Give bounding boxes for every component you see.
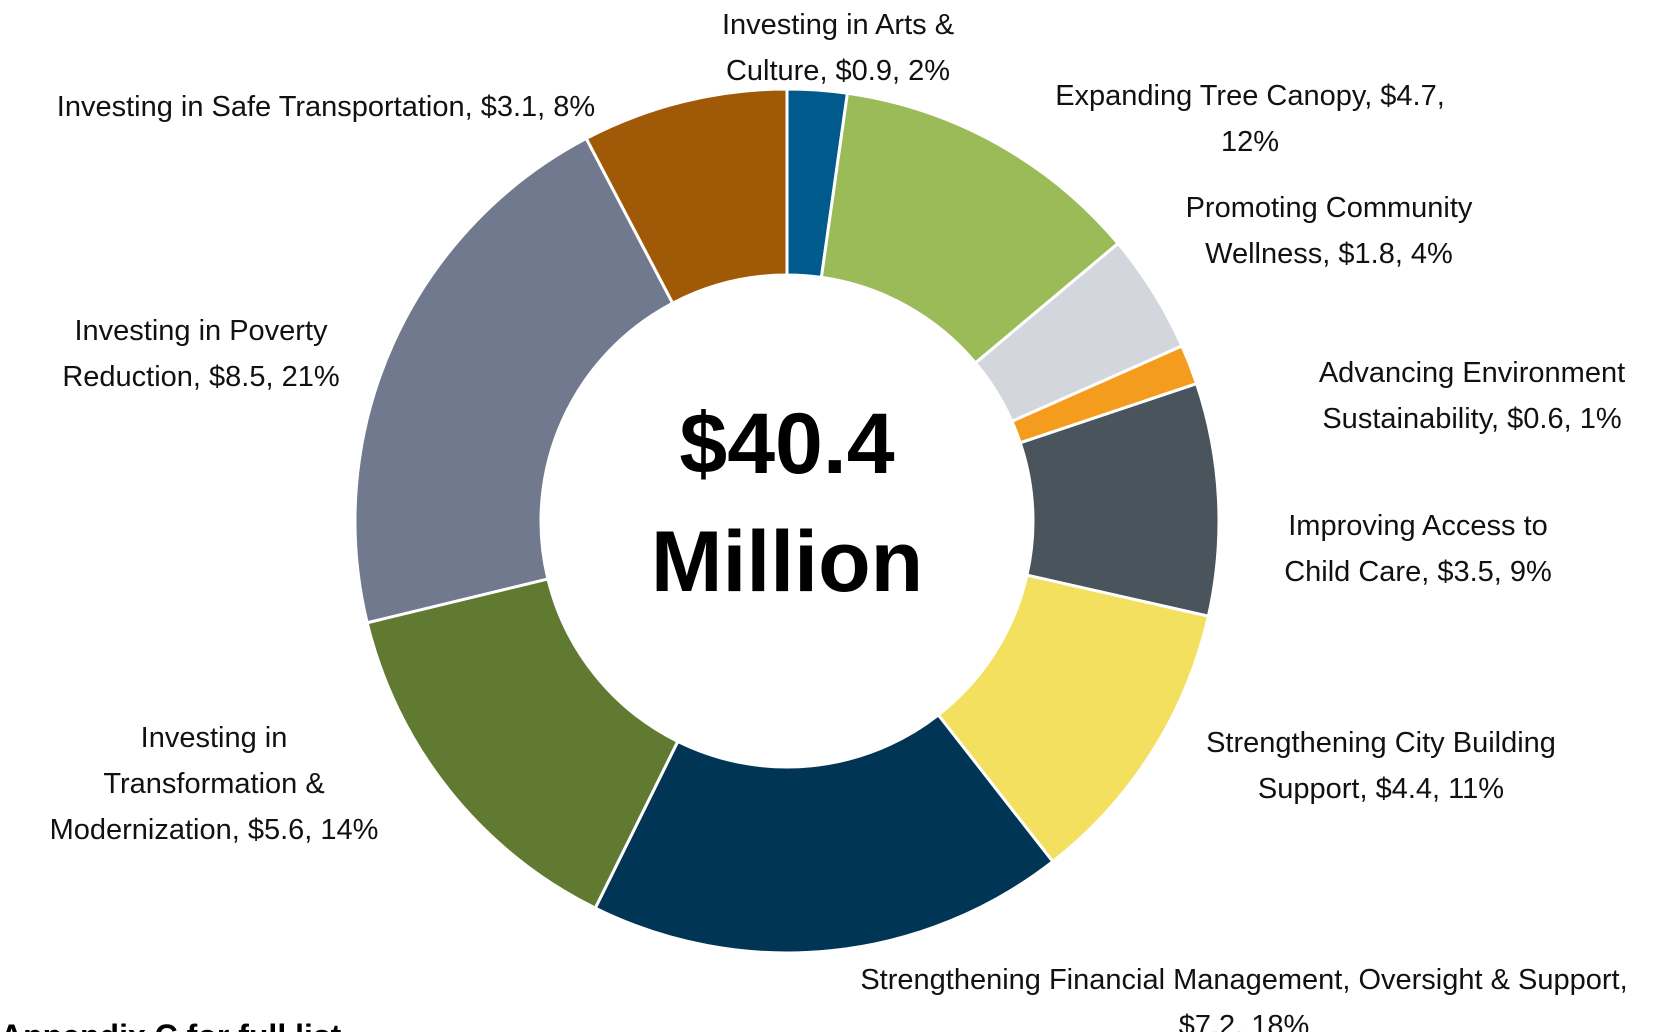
note: Appendix C for full list [0, 1018, 341, 1032]
data-label: Investing in Poverty Reduction, $8.5, 21… [62, 315, 340, 393]
data-label: Investing in Safe Transportation, $3.1, … [56, 91, 596, 123]
donut-segment [593, 712, 1055, 955]
data-label: Strengthening City Building Support, $4.… [1206, 727, 1556, 805]
data-label: Expanding Tree Canopy, $4.7, 12% [1055, 80, 1445, 158]
center-label: $40.4 Million [650, 396, 924, 610]
data-label: Investing in Arts & Culture, $0.9, 2% [721, 9, 955, 87]
data-label: Improving Access to Child Care, $3.5, 9% [1284, 510, 1552, 588]
donut-segment [353, 136, 675, 625]
data-label: Promoting Community Wellness, $1.8, 4% [1185, 192, 1473, 270]
data-label: Strengthening Financial Management, Over… [860, 964, 1628, 1032]
data-label: Investing in Transformation & Modernizat… [49, 722, 379, 846]
donut-segment [365, 577, 680, 911]
donut-segment [584, 87, 789, 306]
donut-segment [936, 573, 1211, 864]
data-label: Advancing Environment Sustainability, $0… [1318, 357, 1626, 435]
donut-segment [819, 91, 1121, 366]
